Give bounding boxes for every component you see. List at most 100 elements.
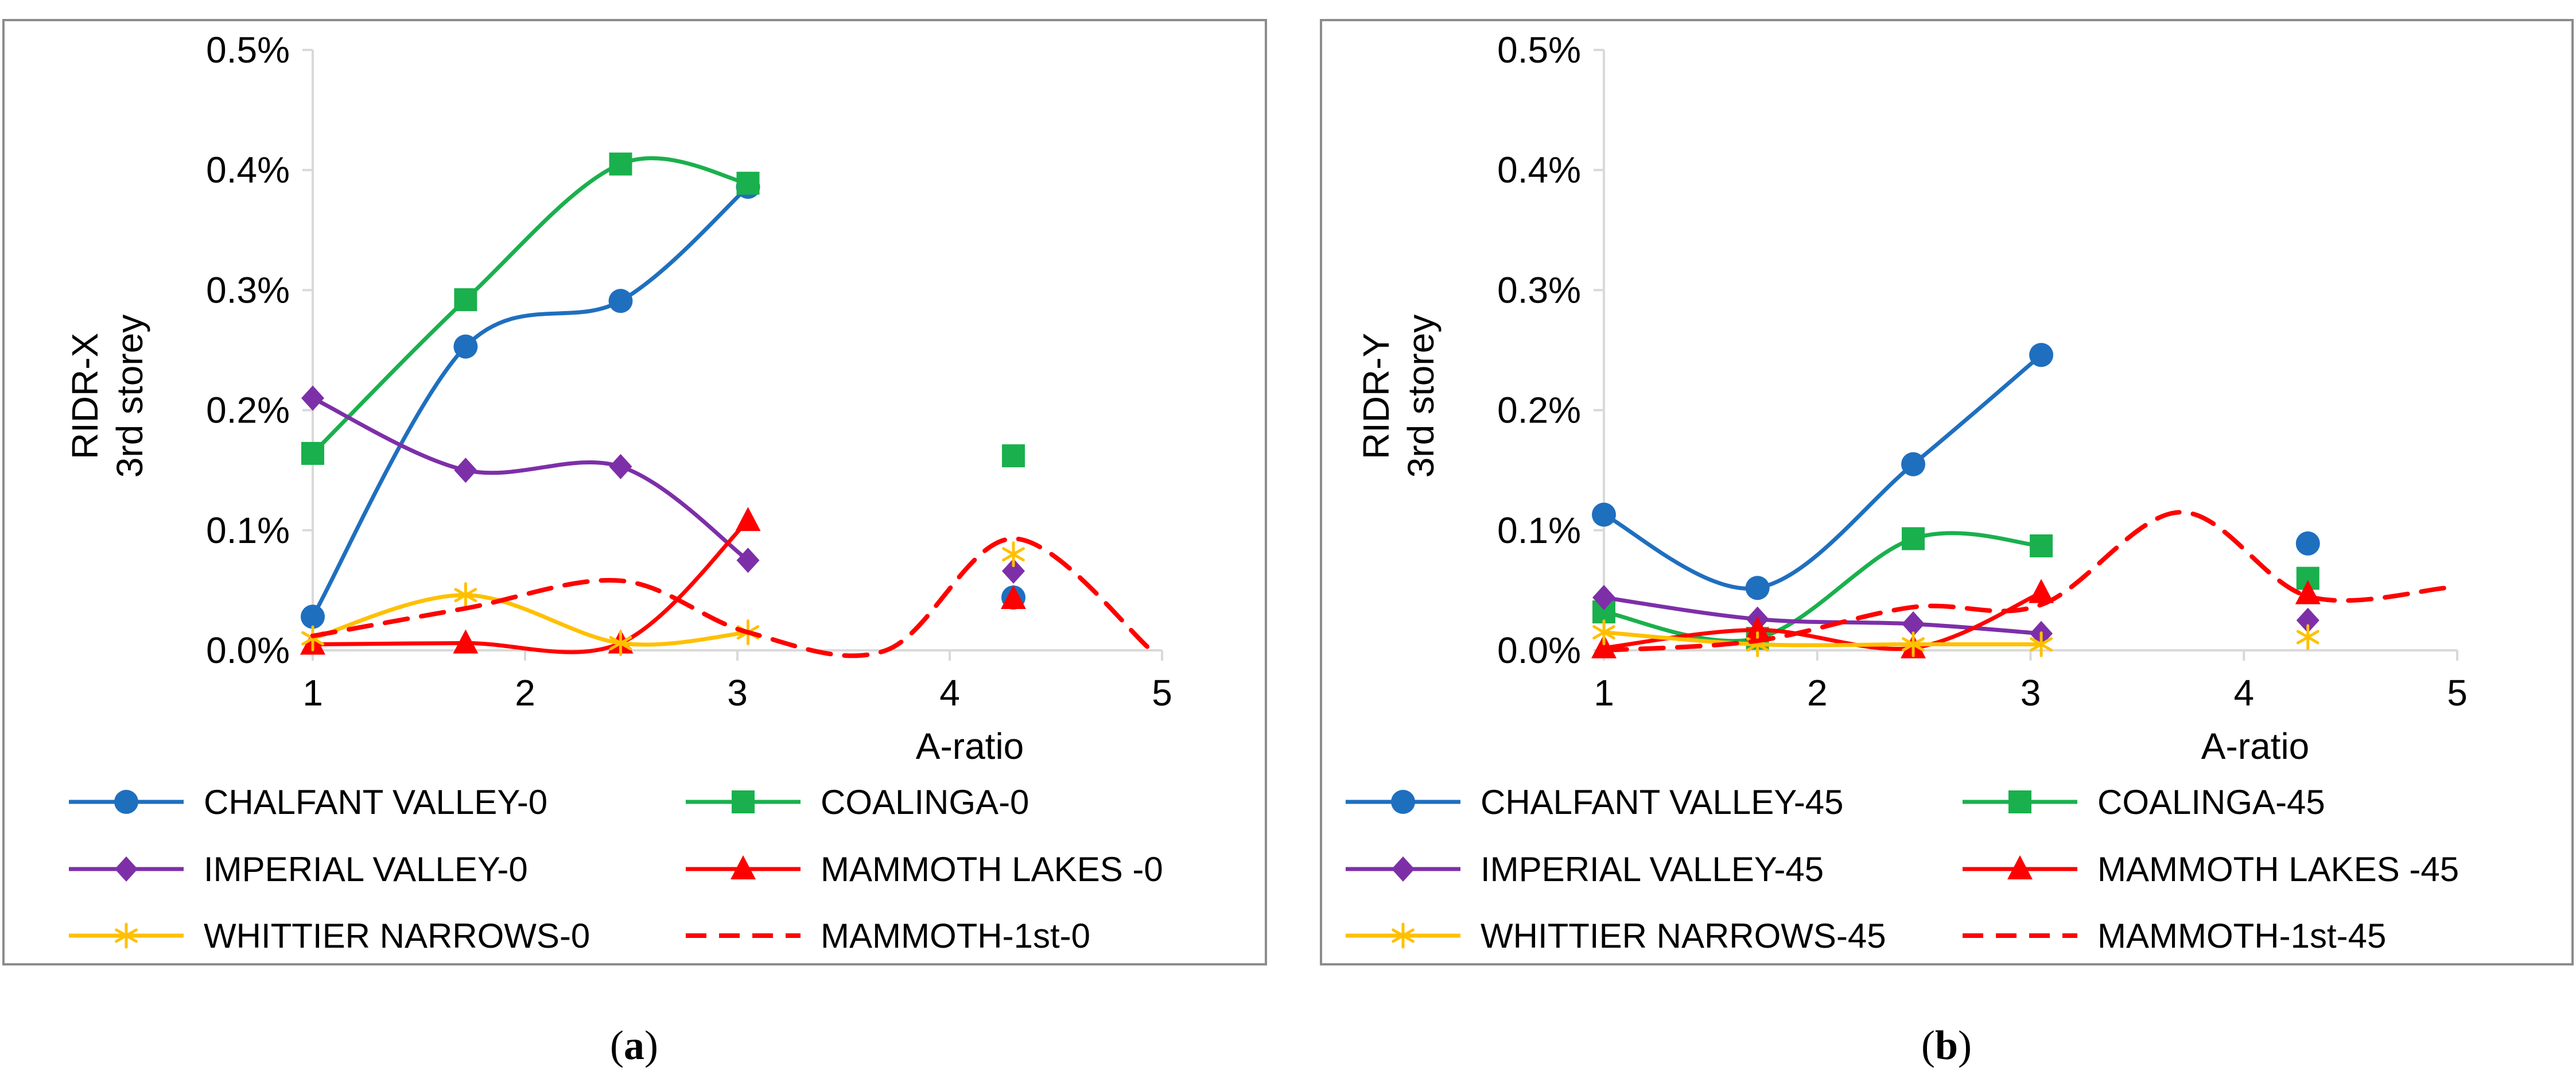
x-tick-label: 1 [302,672,323,713]
data-point [2030,631,2053,658]
panel-caption: (b) [1921,1022,1972,1068]
legend-entry: IMPERIAL VALLEY-0 [69,850,528,889]
panel-frame [2,19,1267,965]
data-point [2030,534,2053,557]
legend-label: COALINGA-45 [2097,783,2325,821]
legend-label: MAMMOTH LAKES -0 [821,850,1163,889]
data-point [609,152,632,176]
series-line [310,536,1154,658]
legend-swatch-marker-stroke [115,928,138,943]
legend-swatch-marker [1392,922,1415,949]
data-point [1001,585,1026,610]
legend-swatch-marker [115,922,138,949]
x-axis-title: A-ratio [2201,726,2310,767]
data-point [2029,579,2054,603]
data-point [1902,527,1925,550]
series-imperial-valley-0 [301,385,1025,584]
panel-frame [1320,19,2574,965]
data-point [736,548,760,573]
y-axis-title: RIDR-X3rd storey [64,315,150,478]
series-line [1602,630,2043,647]
data-point [1002,444,1025,468]
caption-letter: a [624,1022,644,1068]
y-tick-label: 0.5% [1497,29,1581,71]
caption-close: ) [1958,1022,1972,1068]
legend-label: CHALFANT VALLEY-0 [204,783,547,821]
legend-swatch-marker [1392,856,1415,882]
series-mammoth-1st-0 [310,536,1154,658]
panel-caption: (a) [610,1022,658,1068]
data-point [1002,558,1025,584]
y-tick-label: 0.4% [206,149,290,191]
legend-swatch-marker [115,856,138,882]
data-point [735,507,761,532]
x-tick-label: 3 [727,672,748,713]
data-point [1002,541,1025,568]
y-axis-title-line: RIDR-X [64,333,106,459]
legend-entry: WHITTIER NARROWS-45 [1346,917,1886,955]
y-tick-label: 0.3% [1497,269,1581,311]
caption-open: ( [610,1022,624,1068]
data-point [1592,619,1615,646]
data-point [2029,343,2054,367]
legend-swatch-marker [2008,790,2031,813]
x-tick-label: 4 [939,672,960,713]
legend-label: WHITTIER NARROWS-45 [1481,917,1886,955]
legend-label: COALINGA-0 [821,783,1029,821]
y-tick-label: 0.4% [1497,149,1581,191]
caption-letter: b [1935,1022,1958,1068]
series-mammoth-1st-45 [1602,510,2449,653]
data-point [2296,624,2319,650]
data-point [609,453,632,479]
data-point [736,172,760,195]
x-tick-label: 1 [1594,672,1614,713]
data-point [609,630,632,656]
data-point [1592,502,1616,527]
x-tick-label: 2 [1807,672,1828,713]
series-line [310,593,750,647]
y-tick-label: 0.1% [1497,510,1581,551]
legend-label: IMPERIAL VALLEY-0 [204,850,528,889]
legend-entry: IMPERIAL VALLEY-45 [1346,850,1824,889]
legend-swatch-marker [731,855,756,879]
data-point [2295,531,2320,556]
legend-swatch-marker [732,790,755,813]
y-tick-label: 0.1% [206,510,290,551]
series-chalfant-valley-45 [1592,343,2320,600]
data-point [1902,611,1925,637]
y-tick-label: 0.0% [206,630,290,671]
data-point [301,441,324,465]
y-axis-title-line: 3rd storey [1400,315,1442,478]
data-point [454,288,477,312]
y-tick-label: 0.2% [206,390,290,431]
series-line [1602,510,2449,653]
legend-swatch-marker [114,790,138,814]
legend-label: CHALFANT VALLEY-45 [1481,783,1844,821]
data-point-stroke [454,588,477,603]
data-point [1744,616,1770,641]
data-point-stroke [2030,637,2053,652]
legend-swatch-marker-stroke [1392,928,1415,943]
x-tick-label: 5 [2447,672,2468,713]
legend-label: MAMMOTH-1st-45 [2097,917,2386,955]
legend-entry: COALINGA-0 [686,783,1029,821]
legend-label: IMPERIAL VALLEY-45 [1481,850,1824,889]
legend-swatch-marker [2007,855,2033,879]
caption-open: ( [1921,1022,1935,1068]
legend-entry: WHITTIER NARROWS-0 [69,917,590,955]
data-point [608,289,633,313]
legend-entry: CHALFANT VALLEY-0 [69,783,547,821]
chart-panel-a: 0.0% 0.1% 0.2% 0.3% 0.4% 0.5% 1 2 3 4 5 A-ratio RIDR… [2,19,1267,965]
x-tick-label: 3 [2021,672,2041,713]
series-line [1602,595,2043,636]
x-tick-label: 2 [515,672,535,713]
y-axis-title: RIDR-Y3rd storey [1355,315,1442,478]
legend-entry: MAMMOTH LAKES -0 [686,850,1163,889]
legend-swatch-marker [1391,790,1415,814]
data-point [1901,452,1926,476]
data-point [453,629,479,654]
legend-entry: MAMMOTH-1st-0 [686,917,1090,955]
data-point-stroke [2296,630,2319,645]
data-point [454,582,477,608]
